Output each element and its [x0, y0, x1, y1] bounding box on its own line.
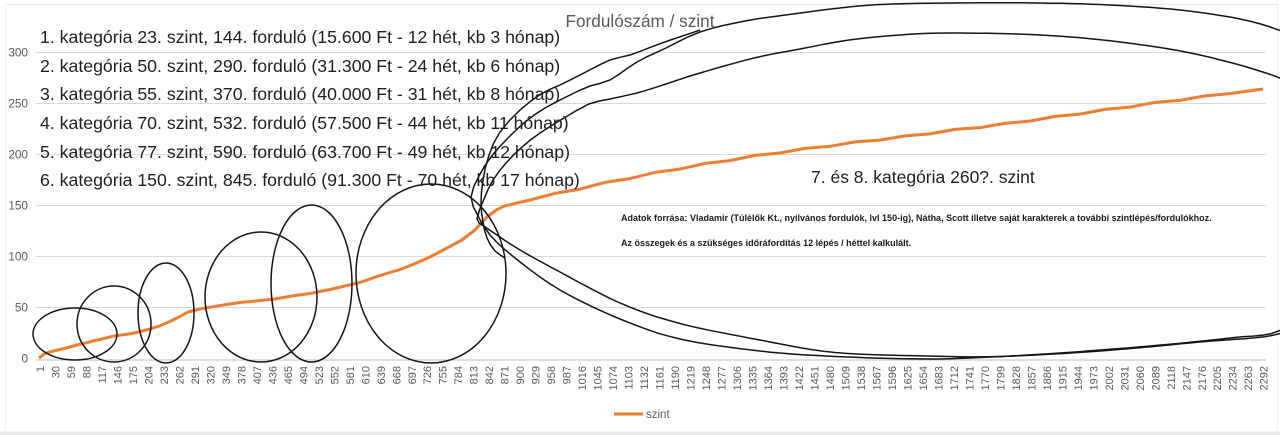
- svg-text:1074: 1074: [608, 366, 620, 390]
- svg-text:697: 697: [407, 366, 419, 384]
- svg-text:1828: 1828: [1011, 366, 1023, 390]
- svg-text:610: 610: [360, 366, 372, 384]
- svg-text:813: 813: [469, 366, 481, 384]
- svg-text:1393: 1393: [779, 366, 791, 390]
- svg-text:1132: 1132: [639, 366, 651, 390]
- svg-text:291: 291: [190, 366, 202, 384]
- svg-text:2205: 2205: [1212, 366, 1224, 390]
- svg-text:30: 30: [51, 366, 63, 378]
- svg-text:204: 204: [143, 366, 155, 384]
- svg-text:2176: 2176: [1197, 366, 1209, 390]
- svg-text:2002: 2002: [1104, 366, 1116, 390]
- svg-text:1944: 1944: [1073, 366, 1085, 390]
- svg-text:1335: 1335: [748, 366, 760, 390]
- svg-text:1712: 1712: [949, 366, 961, 390]
- svg-text:100: 100: [8, 250, 28, 264]
- svg-text:1161: 1161: [655, 366, 667, 390]
- svg-text:50: 50: [15, 301, 29, 315]
- svg-text:szint: szint: [646, 409, 670, 421]
- svg-text:2263: 2263: [1243, 366, 1255, 390]
- svg-text:1: 1: [35, 366, 47, 372]
- svg-text:1219: 1219: [686, 366, 698, 390]
- svg-text:233: 233: [159, 366, 171, 384]
- svg-text:1857: 1857: [1026, 366, 1038, 390]
- svg-text:784: 784: [453, 366, 465, 384]
- svg-text:2147: 2147: [1181, 366, 1193, 390]
- svg-text:262: 262: [174, 366, 186, 384]
- svg-text:150: 150: [8, 199, 28, 213]
- svg-text:1654: 1654: [918, 366, 930, 390]
- svg-text:494: 494: [298, 366, 310, 384]
- svg-text:300: 300: [8, 46, 28, 60]
- svg-text:1451: 1451: [810, 366, 822, 390]
- svg-text:1306: 1306: [732, 366, 744, 390]
- svg-text:1886: 1886: [1042, 366, 1054, 390]
- svg-text:1683: 1683: [933, 366, 945, 390]
- svg-text:2060: 2060: [1135, 366, 1147, 390]
- svg-text:Fordulószám / szint: Fordulószám / szint: [565, 11, 714, 31]
- svg-text:436: 436: [267, 366, 279, 384]
- svg-text:1277: 1277: [717, 366, 729, 390]
- svg-text:1915: 1915: [1057, 366, 1069, 390]
- svg-text:88: 88: [82, 366, 94, 378]
- svg-text:1567: 1567: [872, 366, 884, 390]
- svg-text:523: 523: [314, 366, 326, 384]
- svg-text:1509: 1509: [841, 366, 853, 390]
- svg-text:842: 842: [484, 366, 496, 384]
- svg-text:1103: 1103: [624, 366, 636, 390]
- svg-text:552: 552: [329, 366, 341, 384]
- svg-text:1596: 1596: [887, 366, 899, 390]
- svg-text:250: 250: [8, 97, 28, 111]
- svg-text:175: 175: [128, 366, 140, 384]
- svg-text:1364: 1364: [763, 366, 775, 390]
- svg-text:929: 929: [531, 366, 543, 384]
- svg-text:1045: 1045: [593, 366, 605, 390]
- svg-text:1248: 1248: [701, 366, 713, 390]
- svg-text:1770: 1770: [980, 366, 992, 390]
- svg-text:407: 407: [252, 366, 264, 384]
- svg-text:2292: 2292: [1259, 366, 1271, 390]
- svg-text:117: 117: [97, 366, 109, 384]
- svg-text:200: 200: [8, 148, 28, 162]
- svg-text:349: 349: [221, 366, 233, 384]
- svg-text:1190: 1190: [670, 366, 682, 390]
- svg-text:1538: 1538: [856, 366, 868, 390]
- svg-text:0: 0: [21, 352, 28, 366]
- svg-text:900: 900: [515, 366, 527, 384]
- svg-text:581: 581: [345, 366, 357, 384]
- svg-text:987: 987: [562, 366, 574, 384]
- svg-text:1625: 1625: [902, 366, 914, 390]
- svg-text:1973: 1973: [1088, 366, 1100, 390]
- svg-text:2118: 2118: [1166, 366, 1178, 390]
- svg-text:2031: 2031: [1119, 366, 1131, 390]
- svg-text:1480: 1480: [825, 366, 837, 390]
- svg-text:726: 726: [422, 366, 434, 384]
- svg-text:2234: 2234: [1228, 366, 1240, 390]
- svg-text:1799: 1799: [995, 366, 1007, 390]
- svg-text:958: 958: [546, 366, 558, 384]
- svg-text:2089: 2089: [1150, 366, 1162, 390]
- svg-text:871: 871: [500, 366, 512, 384]
- svg-text:1016: 1016: [577, 366, 589, 390]
- svg-text:639: 639: [376, 366, 388, 384]
- svg-text:146: 146: [113, 366, 125, 384]
- svg-text:1422: 1422: [794, 366, 806, 390]
- svg-text:668: 668: [391, 366, 403, 384]
- svg-text:320: 320: [205, 366, 217, 384]
- svg-text:1741: 1741: [964, 366, 976, 390]
- svg-text:755: 755: [438, 366, 450, 384]
- svg-text:59: 59: [66, 366, 78, 378]
- svg-text:465: 465: [283, 366, 295, 384]
- svg-text:378: 378: [236, 366, 248, 384]
